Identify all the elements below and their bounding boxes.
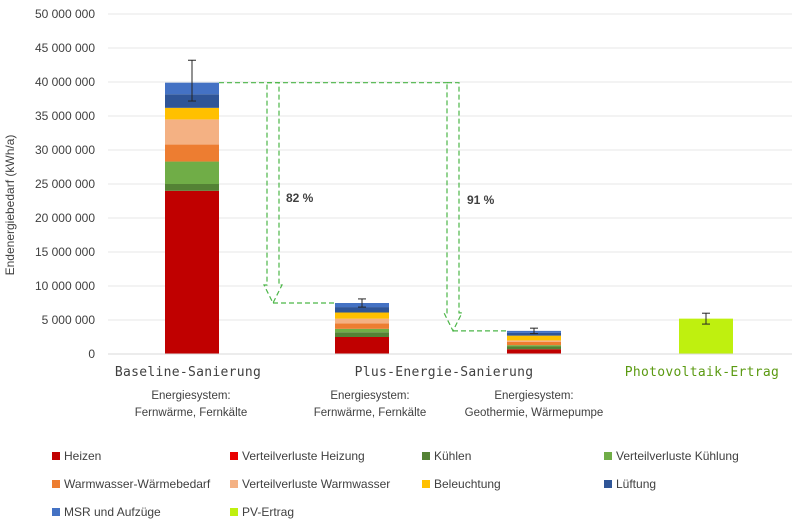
y-axis-label: Endenergiebedarf (kWh/a) [3,135,17,276]
legend-swatch [52,508,60,516]
y-axis: 0 5 000 000 10 000 000 15 000 000 20 000 000… [35,7,95,361]
y-tick-label: 45 000 000 [35,41,95,55]
category-label: Photovoltaik-Ertrag [625,365,779,380]
reduction-arrows: 82 % 91 % [219,82,507,333]
bar-segment-kühlen [507,346,561,350]
error-bars [188,59,710,335]
legend-swatch [604,452,612,460]
bar-segment-verteilverluste-warmwasser [165,119,219,145]
legend-label: Warmwasser-Wärmebedarf [64,477,211,491]
legend-swatch [604,480,612,488]
legend-swatch [422,452,430,460]
energy-system-value: Fernwärme, Fernkälte [135,407,247,419]
y-tick-label: 40 000 000 [35,75,95,89]
y-tick-label: 20 000 000 [35,211,95,225]
bar-segment-heizen [507,349,561,354]
legend-label: Lüftung [616,477,656,491]
category-label: Baseline-Sanierung [115,365,261,380]
legend-swatch [422,480,430,488]
reduction-label: 91 % [467,193,495,207]
bar-segment-heizen [165,190,219,354]
legend-label: Verteilverluste Heizung [242,449,365,463]
legend-label: Kühlen [434,449,471,463]
y-tick-label: 0 [88,347,95,361]
energy-system-label: Energiesystem: [151,390,230,402]
bar-segment-warmwasser-wärmebedarf [165,144,219,162]
y-tick-label: 25 000 000 [35,177,95,191]
legend-swatch [230,508,238,516]
bar-segment-lüftung [507,332,561,336]
legend-label: Beleuchtung [434,477,501,491]
bar-segment-heizen [335,337,389,354]
legend-label: Verteilverluste Warmwasser [242,477,390,491]
bar-segment-beleuchtung [507,335,561,341]
bar-segment-verteilverluste-kühlung [335,328,389,333]
legend: Heizen Verteilverluste Heizung Kühlen Verte… [52,449,739,519]
legend-label: Verteilverluste Kühlung [616,449,739,463]
category-label: Plus-Energie-Sanierung [355,365,534,380]
grid [108,13,792,321]
y-tick-label: 50 000 000 [35,7,95,21]
bar-segment-verteilverluste-warmwasser [507,340,561,342]
reduction-arrow [443,82,463,333]
y-tick-label: 10 000 000 [35,279,95,293]
legend-swatch [230,480,238,488]
legend-swatch [230,452,238,460]
legend-swatch [52,480,60,488]
bar-segment-lüftung [335,307,389,313]
y-tick-label: 30 000 000 [35,143,95,157]
bar-segment-verteilverluste-warmwasser [335,318,389,324]
reduction-arrow [263,82,283,305]
bar-segment-kühlen [335,332,389,337]
y-tick-label: 5 000 000 [42,313,96,327]
bar-segment-beleuchtung [335,312,389,319]
legend-label: PV-Ertrag [242,505,294,519]
y-tick-label: 15 000 000 [35,245,95,259]
reduction-label: 82 % [286,191,314,205]
bar-segment-beleuchtung [165,107,219,120]
bar-segment-verteilverluste-kühlung [507,345,561,347]
category-labels: Baseline-Sanierung Photovoltaik-Ertrag Plu… [115,365,779,419]
legend-label: Heizen [64,449,101,463]
bar-segment-verteilverluste-kühlung [165,161,219,184]
energy-system-label: Energiesystem: [330,390,409,402]
legend-swatch [52,452,60,460]
bar-segment-kühlen [165,184,219,191]
energy-system-value: Fernwärme, Fernkälte [314,407,426,419]
energy-system-label: Energiesystem: [494,390,573,402]
legend-label: MSR und Aufzüge [64,505,161,519]
energy-system-value: Geothermie, Wärmepumpe [465,407,604,419]
y-tick-label: 35 000 000 [35,109,95,123]
bar-segment-warmwasser-wärmebedarf [507,341,561,346]
bar-segment-warmwasser-wärmebedarf [335,323,389,329]
